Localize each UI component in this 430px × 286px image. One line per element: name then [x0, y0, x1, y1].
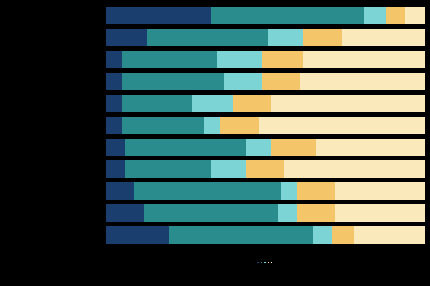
Bar — [335, 204, 424, 222]
Bar — [335, 182, 424, 200]
Bar — [124, 160, 210, 178]
Bar — [385, 7, 405, 24]
Bar — [271, 95, 424, 112]
Bar — [296, 204, 335, 222]
Bar — [105, 117, 121, 134]
Bar — [105, 29, 147, 46]
Bar — [210, 7, 363, 24]
Bar — [105, 73, 121, 90]
Bar — [147, 29, 267, 46]
Bar — [261, 73, 299, 90]
Bar — [105, 160, 124, 178]
Bar — [105, 7, 210, 24]
Bar — [217, 51, 261, 68]
Bar — [210, 160, 246, 178]
Bar — [312, 227, 331, 244]
Bar — [220, 117, 258, 134]
Bar — [299, 73, 424, 90]
Bar — [280, 182, 296, 200]
Bar — [271, 138, 315, 156]
Bar — [204, 117, 220, 134]
Bar — [258, 117, 424, 134]
Bar — [267, 29, 303, 46]
Bar — [405, 7, 424, 24]
Bar — [121, 117, 204, 134]
Bar — [134, 182, 280, 200]
Bar — [223, 73, 261, 90]
Bar — [124, 138, 246, 156]
Bar — [277, 204, 296, 222]
Bar — [121, 51, 217, 68]
Bar — [315, 138, 424, 156]
Bar — [353, 227, 424, 244]
Bar — [105, 227, 169, 244]
Bar — [121, 73, 223, 90]
Bar — [261, 51, 303, 68]
Bar — [233, 95, 271, 112]
Bar — [105, 95, 121, 112]
Bar — [121, 95, 191, 112]
Bar — [341, 29, 424, 46]
Bar — [246, 138, 271, 156]
Bar — [169, 227, 312, 244]
Bar — [363, 7, 385, 24]
Bar — [105, 138, 124, 156]
Bar — [105, 204, 144, 222]
Bar — [144, 204, 277, 222]
Bar — [105, 51, 121, 68]
Bar — [303, 51, 424, 68]
Bar — [331, 227, 353, 244]
Bar — [303, 29, 341, 46]
Bar — [283, 160, 424, 178]
Legend: , , , , : , , , , — [256, 261, 273, 263]
Bar — [246, 160, 283, 178]
Bar — [296, 182, 335, 200]
Bar — [105, 182, 134, 200]
Bar — [191, 95, 233, 112]
